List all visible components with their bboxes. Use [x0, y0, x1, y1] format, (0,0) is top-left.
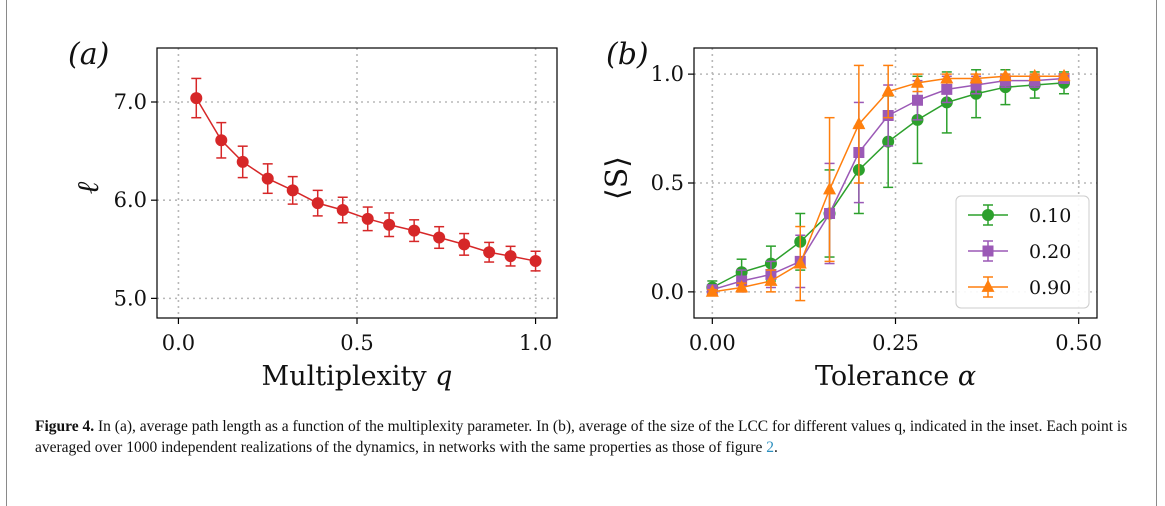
legend-item: 0.10: [968, 204, 1071, 227]
data-point: [793, 256, 807, 269]
y-tick-label: 1.0: [651, 62, 684, 86]
x-tick-label: 0.0: [162, 331, 195, 355]
legend-label: 0.10: [1029, 205, 1071, 227]
data-point: [764, 273, 778, 286]
data-point: [529, 255, 542, 268]
legend-box: [955, 195, 1090, 309]
y-axis-label: ⟨S⟩: [600, 156, 635, 200]
x-axis-label: Multiplexity q: [262, 361, 453, 392]
data-point: [735, 280, 749, 293]
data-point: [1057, 68, 1071, 82]
data-point: [286, 184, 299, 197]
data-point: [190, 92, 203, 105]
y-tick-label: 0.5: [651, 171, 684, 195]
panel-label: (b): [606, 37, 649, 72]
caption-label: Figure 4.: [35, 418, 95, 435]
legend-label: 0.90: [1029, 277, 1071, 299]
x-tick-label: 0.5: [340, 331, 373, 355]
data-point: [823, 182, 837, 195]
data-point: [881, 84, 895, 97]
data-point: [311, 197, 324, 210]
data-point: [911, 94, 923, 106]
y-tick-label: 0.0: [651, 280, 684, 304]
figure-caption: Figure 4. In (a), average path length as…: [35, 416, 1130, 458]
data-point: [941, 83, 953, 95]
y-tick-label: 7.0: [114, 90, 147, 114]
panel-1: 0.00 0.25 0.50 0.0 0.5 1.0 Tolerance α ⟨S⟩ (b) 0.…: [600, 37, 1102, 392]
panel-0: 0.0 0.5 1.0 5.0 6.0 7.0 Multiplexity q ℓ (a): [68, 37, 558, 392]
data-point: [910, 75, 924, 88]
y-tick-label: 5.0: [114, 286, 147, 310]
y-axis-label: ℓ: [71, 181, 106, 194]
data-point: [705, 284, 719, 297]
data-point: [458, 238, 471, 251]
data-point: [408, 224, 421, 237]
legend-item: 0.90: [968, 276, 1071, 299]
series-0: [190, 77, 542, 272]
data-point: [215, 134, 228, 147]
legend: 0.10 0.20 0.90: [955, 195, 1090, 309]
legend-marker: [981, 279, 995, 292]
data-point: [852, 116, 866, 130]
legend-item: 0.20: [968, 240, 1071, 263]
x-tick-label: 0.25: [872, 331, 919, 355]
data-point: [940, 71, 954, 84]
panel-label: (a): [68, 37, 109, 72]
x-axis-label: Tolerance α: [815, 361, 976, 392]
data-point: [383, 218, 396, 231]
caption-end: .: [774, 439, 778, 456]
data-point: [433, 231, 446, 244]
caption-text: In (a), average path length as a functio…: [35, 418, 1128, 456]
x-tick-label: 0.50: [1055, 331, 1102, 355]
figure-frame: [6, 0, 1157, 506]
data-point: [504, 250, 517, 263]
data-point: [970, 79, 982, 91]
data-point: [998, 68, 1012, 82]
data-point: [336, 204, 349, 216]
x-tick-label: 1.0: [519, 331, 552, 355]
y-tick-label: 6.0: [114, 188, 147, 212]
caption-figure-link[interactable]: 2: [766, 439, 775, 456]
series-line: [195, 97, 536, 262]
data-point: [1028, 68, 1042, 82]
data-point: [236, 155, 249, 168]
data-point: [483, 246, 496, 259]
legend-marker: [982, 209, 994, 221]
series-0.90: [705, 64, 1071, 302]
data-point: [969, 71, 983, 84]
x-tick-label: 0.00: [689, 331, 736, 355]
data-point: [361, 212, 374, 225]
legend-marker: [982, 245, 994, 257]
data-point: [261, 172, 274, 185]
legend-label: 0.20: [1029, 241, 1071, 263]
